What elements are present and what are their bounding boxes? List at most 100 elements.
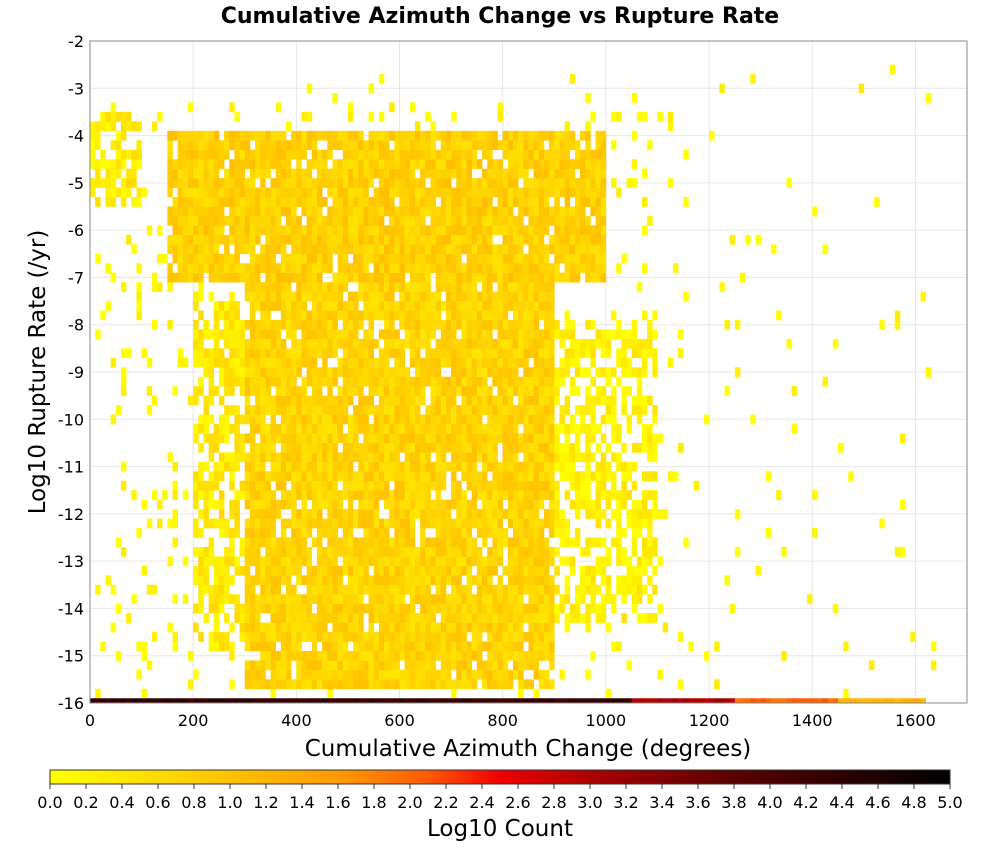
heatmap-cell xyxy=(487,338,493,349)
heatmap-cell xyxy=(420,130,426,141)
heatmap-cell xyxy=(280,698,287,703)
heatmap-cell xyxy=(296,386,302,396)
heatmap-cell xyxy=(605,698,612,703)
heatmap-cell xyxy=(342,603,349,614)
heatmap-cell xyxy=(533,650,540,661)
heatmap-cell xyxy=(590,565,596,576)
heatmap-cell xyxy=(838,698,844,703)
heatmap-cell xyxy=(502,215,509,226)
heatmap-cell xyxy=(569,253,576,264)
heatmap-cell xyxy=(399,282,405,292)
heatmap-cell xyxy=(198,490,204,500)
heatmap-cell xyxy=(203,244,209,255)
heatmap-cell xyxy=(564,263,571,273)
heatmap-cell xyxy=(600,433,607,444)
heatmap-cell xyxy=(368,272,375,283)
heatmap-cell xyxy=(208,584,215,595)
heatmap-cell xyxy=(425,225,431,236)
heatmap-cell xyxy=(291,537,297,548)
heatmap-cell xyxy=(306,140,313,151)
heatmap-cell xyxy=(389,348,395,359)
heatmap-cell xyxy=(394,159,400,169)
heatmap-cell xyxy=(265,215,271,226)
heatmap-cell xyxy=(492,698,498,703)
heatmap-cell xyxy=(415,698,421,703)
heatmap-cell xyxy=(260,575,266,586)
heatmap-cell xyxy=(590,263,596,273)
heatmap-cell xyxy=(182,698,189,703)
heatmap-cell xyxy=(425,376,431,387)
heatmap-cell xyxy=(538,367,545,378)
heatmap-cell xyxy=(306,575,313,586)
heatmap-cell xyxy=(384,244,390,255)
heatmap-cell xyxy=(286,263,292,273)
heatmap-cell xyxy=(399,641,405,652)
heatmap-cell xyxy=(399,698,405,703)
heatmap-cell xyxy=(554,159,560,169)
heatmap-cell xyxy=(415,178,421,188)
heatmap-cell xyxy=(399,650,405,661)
heatmap-cell xyxy=(641,499,648,510)
heatmap-cell xyxy=(652,348,658,359)
heatmap-cell xyxy=(353,405,359,415)
heatmap-cell xyxy=(476,338,483,349)
heatmap-cell xyxy=(518,490,524,500)
heatmap-cell xyxy=(286,405,292,415)
y-axis-label: Log10 Rupture Rate (/yr) xyxy=(25,230,51,515)
heatmap-cell xyxy=(203,556,209,567)
heatmap-cell xyxy=(301,272,307,283)
heatmap-cell xyxy=(445,537,452,548)
heatmap-cell xyxy=(244,197,251,207)
heatmap-cell xyxy=(363,405,369,415)
heatmap-cell xyxy=(389,679,395,690)
heatmap-cell xyxy=(543,622,550,633)
heatmap-cell xyxy=(538,594,545,604)
heatmap-cell xyxy=(280,660,287,671)
heatmap-cell xyxy=(528,253,534,264)
heatmap-cell xyxy=(136,301,142,311)
heatmap-cell xyxy=(502,225,509,236)
heatmap-cell xyxy=(275,234,282,245)
heatmap-cell xyxy=(342,178,349,188)
heatmap-cell xyxy=(368,111,375,122)
heatmap-cell xyxy=(373,452,380,463)
heatmap-cell xyxy=(378,140,385,151)
heatmap-cell xyxy=(322,518,328,529)
heatmap-cell xyxy=(528,546,534,557)
heatmap-cell xyxy=(420,452,426,463)
heatmap-cell xyxy=(131,159,137,169)
heatmap-cell xyxy=(218,461,225,472)
heatmap-cell xyxy=(425,348,431,359)
heatmap-cell xyxy=(497,537,504,548)
heatmap-cell xyxy=(543,518,550,529)
heatmap-cell xyxy=(533,499,540,510)
heatmap-cell xyxy=(404,234,411,245)
heatmap-cell xyxy=(286,546,292,557)
heatmap-cell xyxy=(507,329,514,340)
heatmap-cell xyxy=(188,263,194,273)
heatmap-cell xyxy=(332,442,338,453)
heatmap-cell xyxy=(311,206,318,217)
heatmap-cell xyxy=(451,490,457,500)
heatmap-cell xyxy=(476,424,483,434)
heatmap-cell xyxy=(358,556,364,567)
heatmap-cell xyxy=(507,338,514,349)
heatmap-cell xyxy=(425,660,431,671)
heatmap-cell xyxy=(208,357,215,368)
heatmap-cell xyxy=(157,253,163,264)
heatmap-cell xyxy=(590,452,596,463)
heatmap-cell xyxy=(425,461,431,472)
heatmap-cell xyxy=(513,613,519,623)
heatmap-cell xyxy=(497,613,504,623)
heatmap-cell xyxy=(585,461,591,472)
heatmap-cell xyxy=(224,405,230,415)
heatmap-cell xyxy=(554,253,560,264)
heatmap-cell xyxy=(363,452,369,463)
heatmap-cell xyxy=(347,329,354,340)
heatmap-cell xyxy=(193,206,199,217)
heatmap-cell xyxy=(487,405,493,415)
heatmap-cell xyxy=(399,357,405,368)
heatmap-cell xyxy=(600,565,607,576)
heatmap-cell xyxy=(229,452,235,463)
heatmap-cell xyxy=(435,632,442,642)
